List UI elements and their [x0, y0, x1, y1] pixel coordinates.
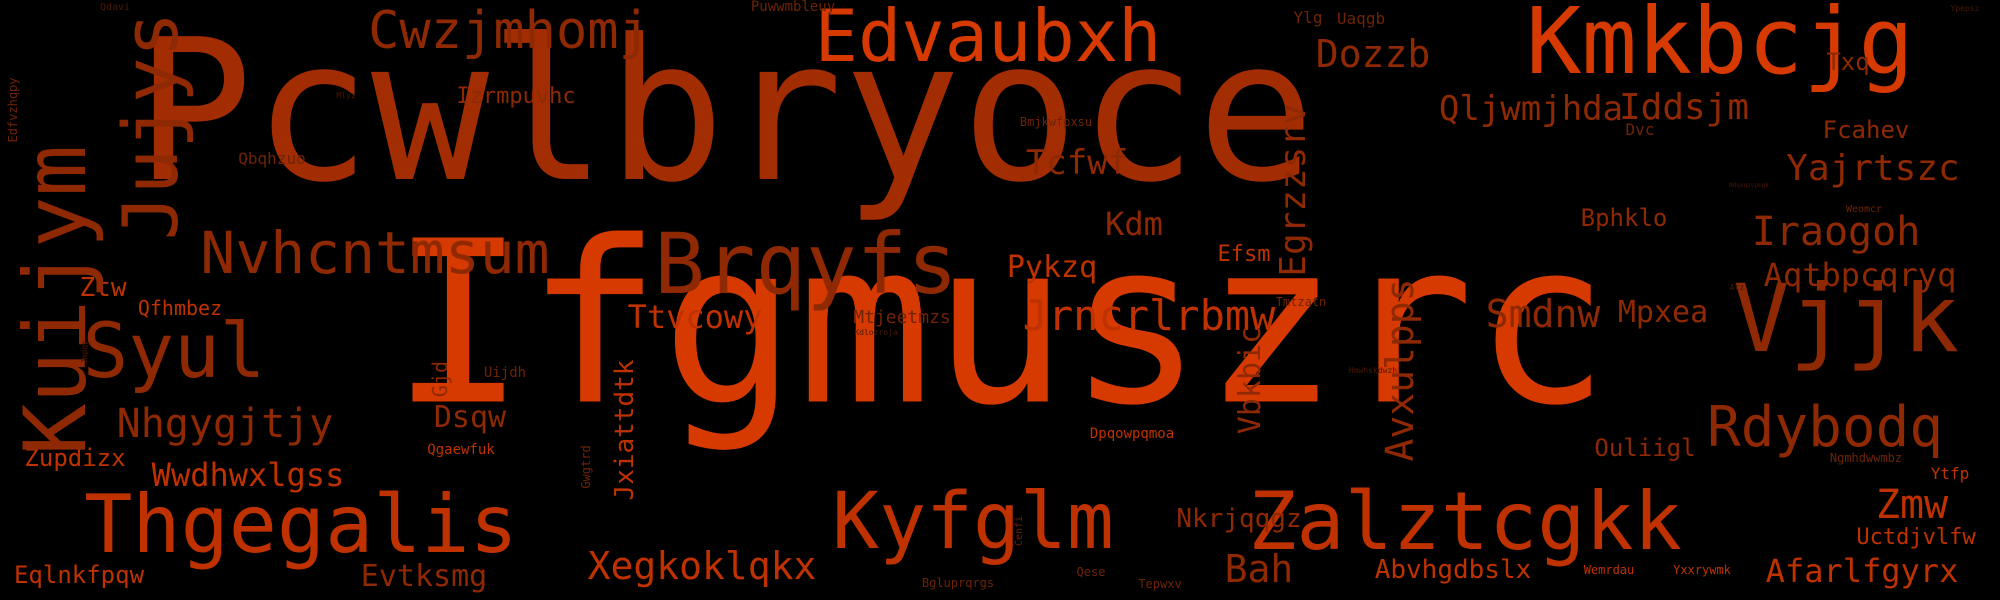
cloud-word: Mpxea: [1617, 295, 1709, 330]
cloud-word: Wemrdau: [1583, 563, 1635, 577]
cloud-word: Uaqgb: [1336, 9, 1386, 28]
cloud-word: Xegkoklqkx: [587, 544, 817, 588]
cloud-word: Ouliigl: [1594, 434, 1696, 462]
cloud-word: Smdnw: [1485, 292, 1601, 336]
cloud-word: Jrncrlrbmw: [1022, 291, 1276, 340]
cloud-word: Zupdizx: [24, 444, 126, 472]
cloud-word: Bphklo: [1580, 204, 1668, 232]
cloud-word: Eqlnkfpqw: [13, 561, 145, 589]
cloud-word: Kuijym: [6, 144, 106, 456]
cloud-word: Tcfwf: [1025, 143, 1129, 183]
cloud-word: Iddsjm: [1618, 87, 1750, 128]
cloud-word: Tmtzatn: [1275, 295, 1327, 309]
cloud-word: Mtjeetmzs: [853, 307, 951, 328]
cloud-word: Afarlfgyrx: [1765, 552, 1959, 590]
cloud-word: Ttvcowy: [627, 298, 763, 336]
cloud-word: Evtksmg: [360, 559, 488, 594]
cloud-word: Ylg: [1293, 8, 1323, 27]
cloud-word: Izrmpuvhc: [456, 84, 576, 109]
cloud-word: Ngmhdwwmbz: [1829, 451, 1903, 465]
cloud-word: Jujys: [106, 11, 195, 241]
cloud-word: Nvhcntmsum: [200, 219, 550, 287]
cloud-word: Rdybodq: [1706, 395, 1944, 460]
cloud-word: Ytfp: [1930, 464, 1970, 483]
cloud-word: Kdlozroja: [854, 328, 898, 337]
cloud-word: Brqyfs: [654, 215, 958, 313]
cloud-word: Qese: [1076, 565, 1106, 579]
cloud-word: Syul: [82, 306, 266, 395]
cloud-word: Avxulpps: [1378, 278, 1422, 462]
cloud-word: Bmjkwfpxsu: [1019, 115, 1093, 129]
cloud-word: Zmw: [1875, 482, 1949, 528]
cloud-word: Dvc: [1625, 120, 1655, 139]
cloud-word: Gwgtrd: [579, 445, 593, 489]
cloud-word: Qbqhzuo: [238, 149, 306, 168]
cloud-word: Puwwmbleuy: [750, 0, 836, 15]
cloud-word: Edvaubxh: [814, 0, 1162, 78]
cloud-word: Pykzq: [1006, 250, 1098, 285]
cloud-word: Nkrjqqgz: [1176, 504, 1302, 534]
cloud-word: Iraogoh: [1751, 209, 1921, 255]
cloud-word: Vjjk: [1732, 265, 1960, 374]
cloud-word: Ndqxqzvpmgk: [1729, 182, 1769, 189]
cloud-word: Qgaewfuk: [427, 442, 495, 458]
cloud-word: Txq: [1826, 48, 1870, 76]
cloud-word: Nhgygjtjy: [116, 401, 334, 447]
cloud-word: Thgegalis: [84, 478, 518, 571]
cloud-word: Jxiattdtk: [610, 359, 640, 501]
cloud-word: Qdavi: [99, 2, 131, 13]
cloud-word: Yajrtszc: [1786, 148, 1960, 189]
cloud-word: Ypepsz: [1950, 4, 1980, 13]
cloud-word: Kmkbcjg: [1526, 0, 1914, 95]
cloud-word: Efsm: [1217, 242, 1271, 267]
cloud-word: Kyfglm: [832, 477, 1114, 567]
cloud-word: Yxxrywmk: [1673, 563, 1731, 577]
cloud-word: Ifgmuszrc: [390, 193, 1610, 456]
cloud-word: Uijdh: [483, 365, 527, 381]
cloud-word: Zalztcgkk: [1248, 475, 1682, 568]
cloud-word: Atz: [1729, 283, 1745, 292]
cloud-word: Ztw: [79, 273, 127, 303]
cloud-word: Qfhmbez: [137, 296, 223, 320]
cloud-word: Tepwxv: [1138, 577, 1182, 591]
cloud-word: Jmpqp: [80, 339, 89, 365]
cloud-word: Uctdjvlfw: [1856, 525, 1976, 550]
cloud-word: Dozzb: [1315, 32, 1431, 76]
cloud-word: Fcahev: [1822, 116, 1910, 144]
cloud-word: Wwdhwxlgss: [151, 456, 345, 494]
cloud-word: Dsqw: [433, 400, 507, 435]
cloud-word: Pcwlbryoce: [134, 0, 1316, 226]
cloud-word: Hmwhskdwzh: [1348, 366, 1398, 375]
cloud-word: Weomcr: [1845, 204, 1883, 215]
cloud-word: Gjd: [428, 360, 452, 398]
cloud-word: Cwzjmhomj: [368, 1, 650, 61]
cloud-word: Egrzzsrv: [1273, 103, 1314, 277]
cloud-word: Dpqowpqmoa: [1089, 426, 1175, 442]
cloud-word: Vbkbic: [1233, 325, 1268, 435]
cloud-word: Cenfi: [1014, 515, 1025, 547]
cloud-word: Abvhgdbslx: [1374, 555, 1532, 585]
cloud-word: Edfvzhqpy: [6, 77, 20, 143]
cloud-word: Aqtbpcqryq: [1763, 256, 1957, 294]
cloud-word: Qljwmjhda: [1438, 89, 1624, 129]
cloud-word: Bah: [1224, 547, 1294, 591]
cloud-word: Bgluprqrgs: [921, 576, 995, 590]
cloud-word: Kdm: [1105, 205, 1163, 243]
cloud-word: Mlyz: [336, 91, 356, 100]
